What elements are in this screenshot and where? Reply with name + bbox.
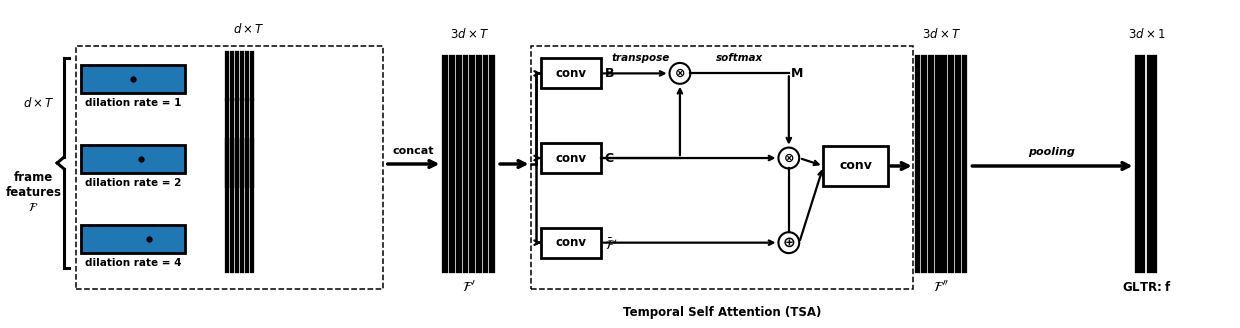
Text: ⊕: ⊕: [782, 235, 795, 250]
Bar: [172, 145, 185, 173]
Text: $\mathcal{F}'$: $\mathcal{F}'$: [463, 280, 476, 295]
Bar: [1136, 55, 1146, 273]
Bar: [94, 145, 107, 173]
Bar: [241, 138, 244, 273]
Text: GLTR: $\mathbf{f}$: GLTR: $\mathbf{f}$: [1122, 280, 1172, 295]
Bar: [146, 145, 159, 173]
Bar: [133, 145, 146, 173]
Bar: [941, 55, 947, 273]
Text: dilation rate = 4: dilation rate = 4: [84, 257, 181, 268]
Text: C: C: [605, 152, 614, 165]
Bar: [234, 98, 239, 188]
Bar: [81, 65, 94, 93]
Bar: [250, 138, 254, 273]
Bar: [246, 51, 249, 101]
Bar: [962, 55, 967, 273]
Text: $3d \times 1$: $3d \times 1$: [1128, 27, 1166, 41]
Text: $\bar{\mathcal{F}}'$: $\bar{\mathcal{F}}'$: [605, 238, 618, 254]
Bar: [250, 98, 254, 188]
Bar: [146, 225, 159, 253]
Bar: [241, 98, 244, 188]
Bar: [241, 51, 244, 101]
Bar: [224, 138, 228, 273]
Bar: [456, 55, 461, 273]
Text: conv: conv: [556, 236, 587, 249]
Text: Temporal Self Attention (TSA): Temporal Self Attention (TSA): [622, 306, 821, 319]
Text: $d \times T$: $d \times T$: [233, 22, 265, 35]
Bar: [469, 55, 475, 273]
Bar: [542, 143, 600, 173]
Text: transpose: transpose: [611, 53, 670, 63]
Bar: [146, 65, 159, 93]
Bar: [81, 225, 94, 253]
Bar: [107, 225, 120, 253]
Bar: [532, 46, 913, 290]
Text: B: B: [605, 67, 614, 80]
Text: conv: conv: [556, 152, 587, 165]
Text: ⊗: ⊗: [784, 152, 794, 165]
Text: dilation rate = 1: dilation rate = 1: [84, 98, 181, 108]
Bar: [449, 55, 455, 273]
Text: $3d \times T$: $3d \times T$: [450, 27, 489, 41]
Text: M: M: [791, 67, 804, 80]
Bar: [443, 55, 448, 273]
Text: $3d \times T$: $3d \times T$: [921, 27, 961, 41]
Bar: [159, 225, 172, 253]
Bar: [159, 65, 172, 93]
Bar: [935, 55, 940, 273]
Bar: [234, 138, 239, 273]
Bar: [133, 65, 146, 93]
Bar: [172, 225, 185, 253]
Bar: [94, 225, 107, 253]
Bar: [107, 65, 120, 93]
Bar: [1147, 55, 1157, 273]
Bar: [482, 55, 489, 273]
Bar: [463, 55, 469, 273]
Bar: [955, 55, 961, 273]
Bar: [159, 145, 172, 173]
Text: $\mathcal{F}''$: $\mathcal{F}''$: [934, 280, 950, 295]
Bar: [246, 138, 249, 273]
Text: conv: conv: [556, 67, 587, 80]
Bar: [949, 55, 954, 273]
Bar: [823, 146, 888, 186]
Bar: [921, 55, 928, 273]
Bar: [94, 65, 107, 93]
Bar: [224, 51, 228, 101]
Bar: [229, 51, 234, 101]
Bar: [229, 138, 234, 273]
Text: $d \times T$: $d \times T$: [24, 96, 56, 110]
Bar: [542, 58, 600, 88]
Bar: [81, 225, 185, 253]
Bar: [172, 65, 185, 93]
Bar: [229, 98, 234, 188]
Bar: [224, 98, 228, 188]
Bar: [76, 46, 383, 290]
Bar: [542, 228, 600, 257]
Bar: [81, 145, 185, 173]
Bar: [915, 55, 920, 273]
Text: frame
features
$\mathcal{F}$: frame features $\mathcal{F}$: [5, 171, 62, 215]
Text: softmax: softmax: [715, 53, 763, 63]
Text: dilation rate = 2: dilation rate = 2: [84, 178, 181, 188]
Bar: [250, 51, 254, 101]
Bar: [246, 98, 249, 188]
Bar: [120, 145, 133, 173]
Bar: [490, 55, 495, 273]
Text: concat: concat: [393, 146, 434, 156]
Bar: [234, 51, 239, 101]
Bar: [107, 145, 120, 173]
Bar: [928, 55, 934, 273]
Text: pooling: pooling: [1028, 147, 1075, 157]
Bar: [81, 145, 94, 173]
Bar: [476, 55, 481, 273]
Text: ⊗: ⊗: [675, 67, 686, 80]
Bar: [120, 225, 133, 253]
Bar: [81, 65, 185, 93]
Bar: [120, 65, 133, 93]
Text: conv: conv: [839, 159, 872, 173]
Bar: [133, 225, 146, 253]
